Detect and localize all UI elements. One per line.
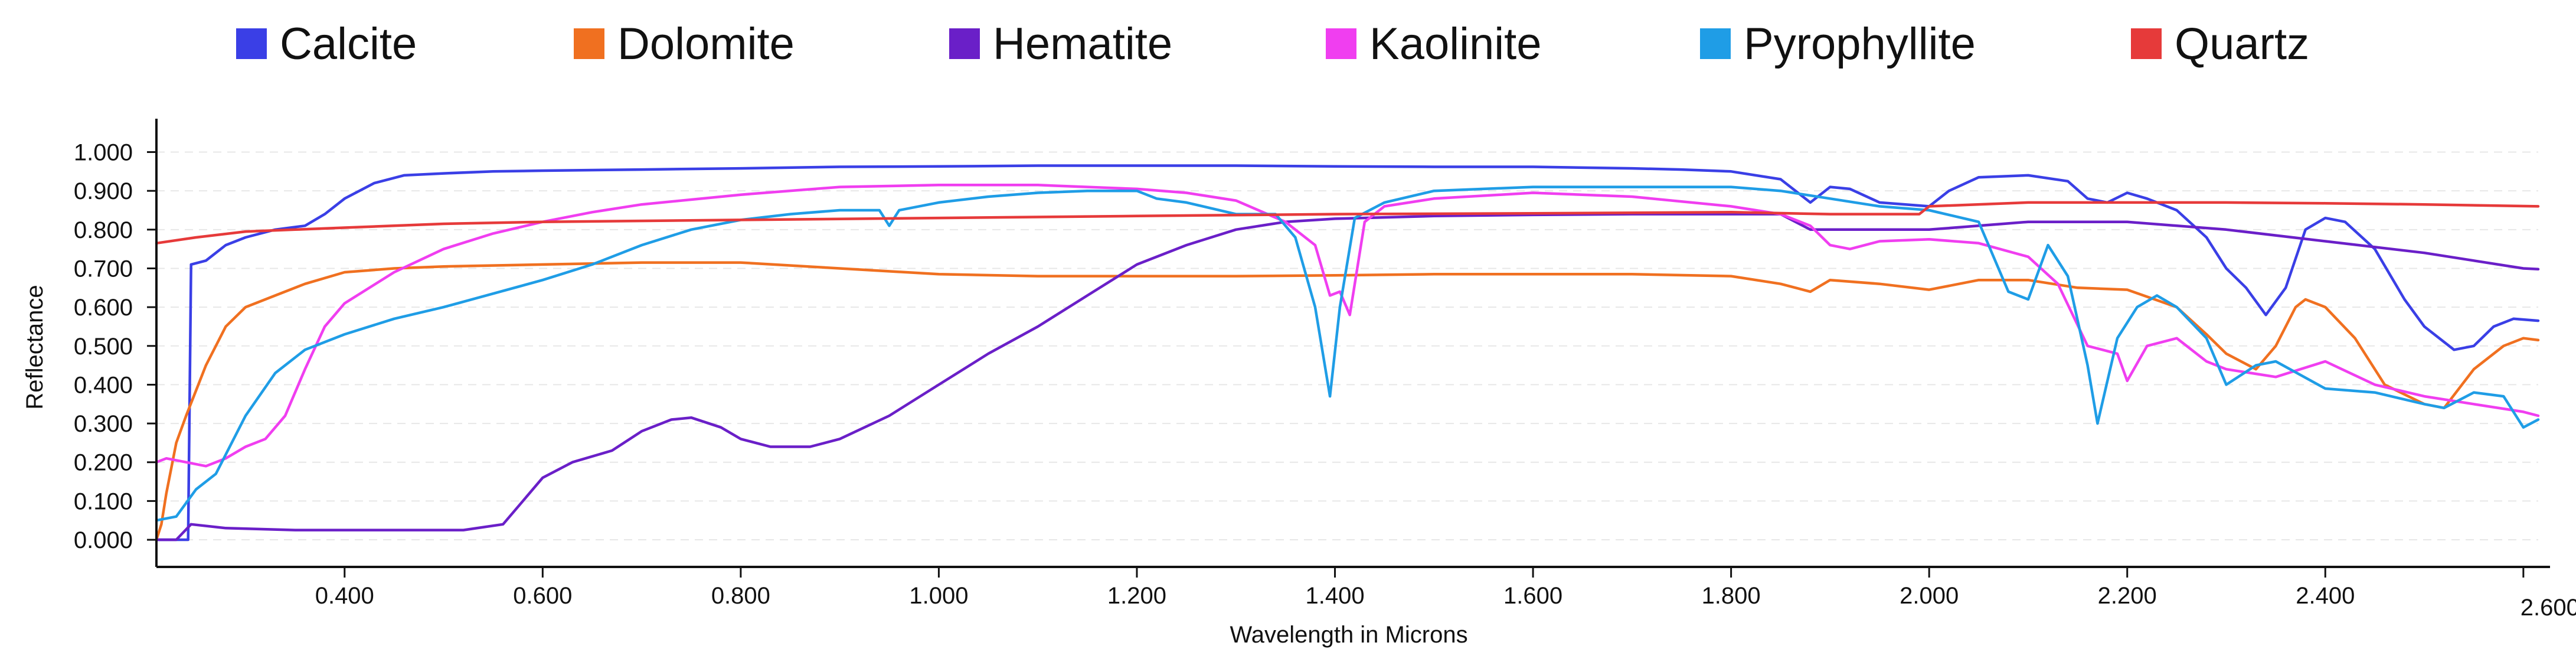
y-tick-label: 0.100 [74,488,133,514]
legend-label-quartz: Quartz [2175,19,2309,69]
y-tick-label: 0.400 [74,372,133,398]
legend: Calcite Dolomite Hematite Kaolinite Pyrophyl… [236,19,2309,69]
y-tick-label: 0.200 [74,450,133,476]
x-tick-label: 1.000 [909,583,968,609]
y-tick-label: 0.000 [74,527,133,553]
x-tick-label: 0.800 [711,583,770,609]
series-lines [155,164,2540,542]
x-tick-label: 1.800 [1702,583,1761,609]
legend-label-hematite: Hematite [993,19,1172,69]
y-tick-label: 0.300 [74,411,133,437]
x-tick-label: 1.600 [1503,583,1562,609]
x-tick-label: 2.200 [2098,583,2157,609]
legend-label-dolomite: Dolomite [617,19,795,69]
gridlines [156,151,2538,541]
legend-swatch-kaolinite [1326,28,1356,59]
x-tick-label: 1.200 [1107,583,1166,609]
series-line-hematite [155,213,2540,542]
legend-swatch-quartz [2131,28,2162,59]
y-tick-label: 0.800 [74,217,133,243]
x-tick-label: 2.400 [2296,583,2355,609]
y-tick-label: 1.000 [74,140,133,166]
legend-label-calcite: Calcite [280,19,417,69]
legend-swatch-pyrophyllite [1700,28,1731,59]
series-line-pyrophyllite [155,185,2540,522]
x-tick-label: 0.400 [315,583,374,609]
y-tick-label: 0.900 [74,178,133,204]
legend-label-pyrophyllite: Pyrophyllite [1744,19,1976,69]
series-line-calcite [155,164,2540,542]
axes: 0.000 0.100 0.200 0.300 0.400 0.500 0.600 0.700… [74,119,2576,621]
x-axis-title: Wavelength in Microns [1230,622,1467,648]
series-line-kaolinite [155,184,2540,468]
y-tick-label: 0.600 [74,295,133,321]
y-axis-title: Reflectance [22,285,48,409]
x-tick-label: 2.600 [2521,595,2576,621]
series-line-dolomite [155,261,2540,542]
legend-swatch-hematite [949,28,980,59]
x-tick-label: 0.600 [513,583,572,609]
y-tick-label: 0.700 [74,256,133,282]
legend-swatch-calcite [236,28,267,59]
y-tick-label: 0.500 [74,334,133,360]
legend-label-kaolinite: Kaolinite [1369,19,1542,69]
x-tick-label: 2.000 [1900,583,1959,609]
legend-swatch-dolomite [574,28,604,59]
series-line-quartz [155,201,2540,245]
x-tick-label: 1.400 [1305,583,1364,609]
